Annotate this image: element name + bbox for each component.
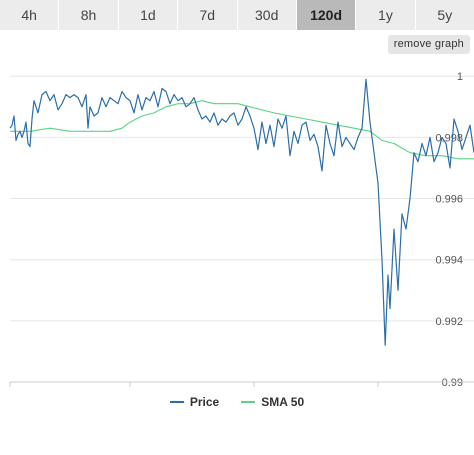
tab-8h[interactable]: 8h [59,0,119,30]
legend-swatch [241,401,256,403]
remove-graph-button[interactable]: remove graph [387,35,470,54]
timeframe-tabs: 4h 8h 1d 7d 30d 120d 1y 5y [0,0,474,30]
gridlines [10,75,474,383]
y-tick-label: 0.994 [435,255,463,267]
series-lines [9,78,474,346]
legend-item-sma-50[interactable]: SMA 50 [241,393,304,411]
tab-5y[interactable]: 5y [415,0,474,30]
y-tick-label: 0.99 [442,377,463,389]
y-tick-label: 0.992 [435,316,463,328]
tab-4h[interactable]: 4h [0,0,60,30]
tab-120d[interactable]: 120d [296,0,357,30]
legend-item-price[interactable]: Price [169,393,220,411]
legend-label: SMA 50 [261,395,305,409]
legend-label: Price [189,395,220,409]
y-tick-label: 0.996 [435,194,463,206]
chart-legend: Price SMA 50 [0,393,474,411]
y-axis-labels: 0.99 0.992 0.994 0.996 0.998 1 [435,71,463,389]
legend-swatch [169,401,184,403]
x-axis: Nov '25Dec '25Jan '26Feb '26 [9,381,474,387]
series-line-sma-50 [10,100,474,160]
tab-7d[interactable]: 7d [178,0,238,30]
tab-1y[interactable]: 1y [356,0,416,30]
tab-1d[interactable]: 1d [118,0,179,30]
price-chart: 0.99 0.992 0.994 0.996 0.998 1 Nov '25Dec '25… [9,71,474,389]
y-tick-label: 0.998 [435,132,463,144]
series-line-price [9,78,474,346]
y-tick-label: 1 [457,71,463,83]
tab-30d[interactable]: 30d [237,0,297,30]
